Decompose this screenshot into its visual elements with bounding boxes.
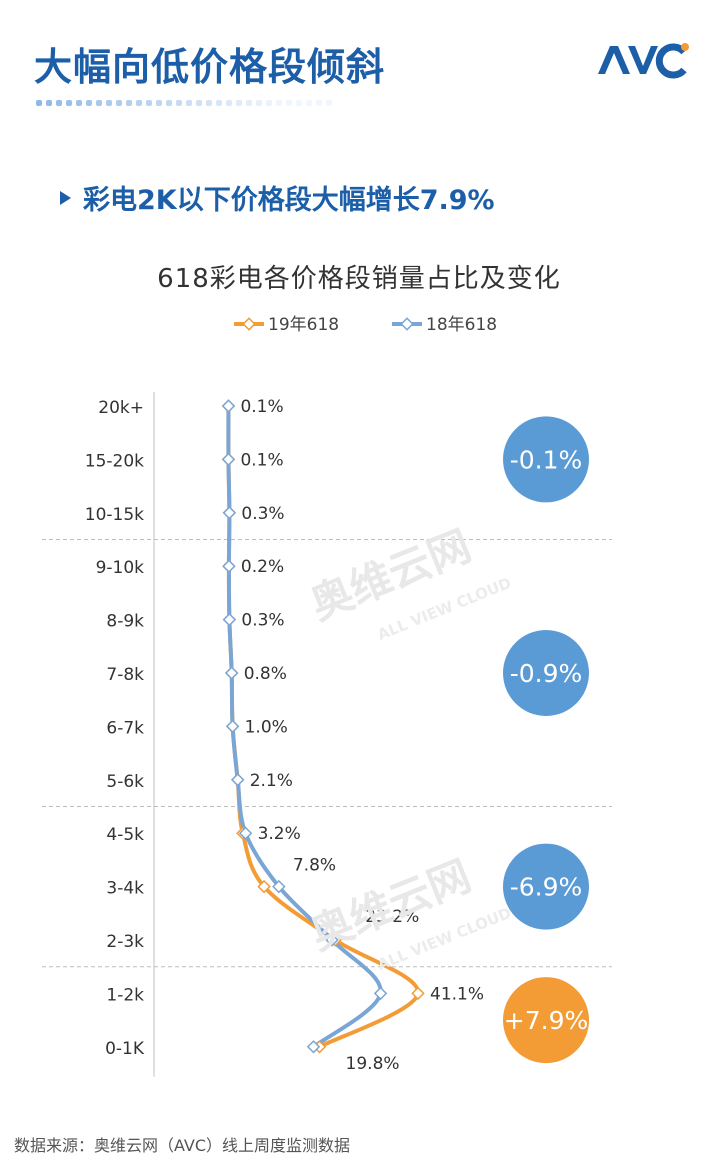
data-label: 1.0% <box>245 717 288 737</box>
title-dot <box>116 100 122 106</box>
y-tick-label: 3-4k <box>106 879 144 899</box>
change-bubble-label: -0.9% <box>510 659 583 688</box>
data-label: 0.1% <box>240 397 283 417</box>
title-dot <box>36 100 42 106</box>
legend-19-marker <box>242 317 256 331</box>
y-tick-label: 9-10k <box>96 558 145 578</box>
series-18-point <box>224 666 239 680</box>
title-dot <box>276 100 282 106</box>
change-bubble-label: +7.9% <box>504 1006 588 1035</box>
series-18-point <box>306 1040 321 1054</box>
title-dot <box>196 100 202 106</box>
title-dot <box>146 100 152 106</box>
title-dot <box>206 100 212 106</box>
title-dot <box>56 100 62 106</box>
legend-18-marker <box>400 317 414 331</box>
series-18-point <box>222 559 236 573</box>
title-dot <box>76 100 82 106</box>
y-tick-label: 8-9k <box>106 612 144 632</box>
title-dot <box>296 100 302 106</box>
legend-18-label: 18年618 <box>426 315 497 335</box>
title-dot <box>226 100 232 106</box>
bullet-triangle-icon <box>60 191 71 205</box>
series-18-point <box>238 826 253 840</box>
title-dot <box>286 100 292 106</box>
series-18-point <box>222 612 237 627</box>
data-label: 0.3% <box>241 611 284 631</box>
y-tick-label: 20k+ <box>98 398 144 418</box>
avc-logo <box>598 43 689 79</box>
change-bubble <box>503 630 589 716</box>
title-dot <box>236 100 242 106</box>
title-dot <box>316 100 322 106</box>
title-dot <box>106 100 112 106</box>
title-dot <box>46 100 52 106</box>
footnote: 数据来源：奥维云网（AVC）线上周度监测数据 <box>14 1136 351 1155</box>
y-tick-label: 5-6k <box>106 772 144 792</box>
data-label: 2.1% <box>250 771 293 791</box>
data-label: 0.1% <box>240 450 283 470</box>
title-dot <box>246 100 252 106</box>
title-dot <box>306 100 312 106</box>
chart: 20k+ 15-20k 10-15k 9-10k 8-9k 7-8k 6-7k 5-6k 4-5… <box>42 315 612 1077</box>
y-tick-label: 2-3k <box>106 932 144 952</box>
title-dot <box>86 100 92 106</box>
title-dot <box>266 100 272 106</box>
subtitle-text: 彩电2K以下价格段大幅增长7.9% <box>83 185 495 216</box>
data-label: 23.2% <box>365 907 419 927</box>
title-dot <box>216 100 222 106</box>
y-tick-label: 6-7k <box>106 718 144 738</box>
title-dot <box>156 100 162 106</box>
series-19-point <box>411 986 425 1001</box>
series-18-point <box>225 719 240 734</box>
data-label: 0.2% <box>241 557 284 577</box>
title-dot <box>176 100 182 106</box>
series-18-point <box>272 879 286 894</box>
series-18-point <box>230 773 245 787</box>
title-dot <box>256 100 262 106</box>
series-18-point <box>373 986 388 1001</box>
change-bubble <box>503 416 589 503</box>
data-label: 19.8% <box>346 1054 400 1074</box>
avc-logo-mark <box>598 43 689 79</box>
change-bubble-label: -0.1% <box>510 445 583 474</box>
y-tick-label: 0-1K <box>105 1039 145 1059</box>
change-bubble <box>503 843 589 930</box>
series-18-point <box>325 933 339 947</box>
data-label: 7.8% <box>293 856 336 876</box>
y-tick-label: 15-20k <box>85 451 144 471</box>
y-tick-label: 10-15k <box>85 505 144 525</box>
series-18-point <box>222 506 237 520</box>
change-bubble-label: -6.9% <box>510 873 583 902</box>
page-title: 大幅向低价格段倾斜 <box>34 45 386 89</box>
title-dot <box>186 100 192 106</box>
y-tick-label: 4-5k <box>106 825 144 845</box>
data-label: 0.8% <box>244 664 287 684</box>
data-label: 3.2% <box>258 824 301 844</box>
y-tick-label: 1-2k <box>106 985 144 1005</box>
series-19-point <box>257 879 271 894</box>
series-18-point <box>221 399 236 413</box>
data-label: 0.3% <box>241 504 284 524</box>
title-dot <box>166 100 172 106</box>
legend-19-label: 19年618 <box>268 315 339 335</box>
series-18-point <box>221 452 236 467</box>
title-dot <box>126 100 132 106</box>
data-label: 41.1% <box>430 984 484 1004</box>
subtitle: 彩电2K以下价格段大幅增长7.9% <box>60 178 495 217</box>
title-dot <box>136 100 142 106</box>
change-bubble <box>503 977 589 1064</box>
title-dot <box>66 100 72 106</box>
title-dot <box>96 100 102 106</box>
title-underline-dots <box>36 100 332 106</box>
y-tick-label: 7-8k <box>106 665 144 685</box>
chart-title: 618彩电各价格段销量占比及变化 <box>157 264 561 294</box>
title-dot <box>326 100 332 106</box>
